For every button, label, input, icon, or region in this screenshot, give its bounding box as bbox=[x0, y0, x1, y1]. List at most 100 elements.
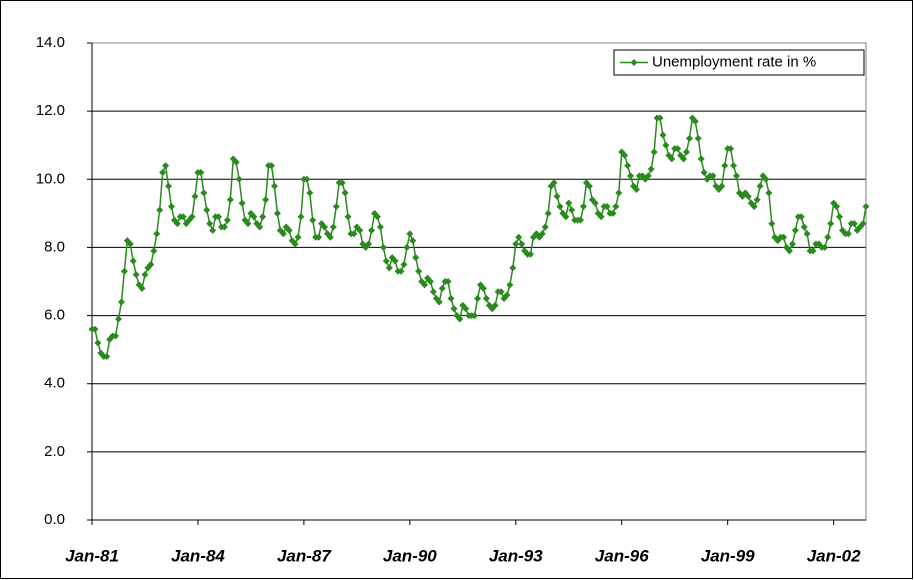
y-tick-label: 0.0 bbox=[44, 511, 65, 528]
data-marker bbox=[309, 216, 317, 224]
data-marker bbox=[120, 267, 128, 275]
data-marker bbox=[518, 240, 526, 248]
y-tick-label: 4.0 bbox=[44, 375, 65, 392]
data-marker bbox=[165, 182, 173, 190]
data-marker bbox=[450, 305, 458, 313]
data-marker bbox=[400, 260, 408, 268]
data-marker bbox=[179, 213, 187, 221]
data-marker bbox=[824, 233, 832, 241]
legend-marker bbox=[630, 59, 638, 66]
data-marker bbox=[326, 233, 334, 241]
y-tick-label: 6.0 bbox=[44, 307, 65, 324]
data-marker bbox=[506, 281, 514, 289]
data-marker bbox=[412, 254, 420, 262]
data-marker bbox=[512, 240, 520, 248]
data-marker bbox=[544, 209, 552, 217]
data-marker bbox=[114, 315, 122, 323]
data-marker bbox=[515, 233, 523, 241]
data-marker bbox=[603, 203, 611, 211]
data-marker bbox=[209, 226, 217, 234]
data-marker bbox=[197, 168, 205, 176]
data-marker bbox=[215, 213, 223, 221]
data-marker bbox=[788, 240, 796, 248]
data-marker bbox=[438, 284, 446, 292]
data-marker bbox=[368, 226, 376, 234]
data-marker bbox=[612, 203, 620, 211]
data-marker bbox=[270, 182, 278, 190]
data-marker bbox=[682, 148, 690, 156]
data-marker bbox=[694, 134, 702, 142]
data-marker bbox=[503, 291, 511, 299]
data-marker bbox=[415, 267, 423, 275]
data-marker bbox=[765, 189, 773, 197]
x-tick-label: Jan-84 bbox=[171, 546, 225, 565]
data-marker bbox=[553, 192, 561, 200]
data-marker bbox=[223, 216, 231, 224]
data-marker bbox=[167, 203, 175, 211]
data-marker bbox=[809, 247, 817, 255]
data-marker bbox=[597, 213, 605, 221]
data-marker bbox=[541, 223, 549, 231]
data-marker bbox=[341, 189, 349, 197]
data-marker bbox=[391, 257, 399, 265]
data-marker bbox=[479, 284, 487, 292]
data-marker bbox=[356, 226, 364, 234]
y-tick-label: 8.0 bbox=[44, 238, 65, 255]
data-marker bbox=[697, 155, 705, 163]
data-marker bbox=[279, 230, 287, 238]
data-marker bbox=[668, 155, 676, 163]
data-marker bbox=[294, 233, 302, 241]
data-marker bbox=[147, 260, 155, 268]
data-marker bbox=[471, 312, 479, 320]
data-marker bbox=[621, 151, 629, 159]
data-marker bbox=[285, 226, 293, 234]
data-marker bbox=[373, 213, 381, 221]
data-marker bbox=[609, 209, 617, 217]
data-marker bbox=[700, 168, 708, 176]
data-marker bbox=[562, 213, 570, 221]
data-marker bbox=[291, 240, 299, 248]
data-marker bbox=[126, 240, 134, 248]
data-marker bbox=[797, 213, 805, 221]
data-marker bbox=[662, 141, 670, 149]
data-marker bbox=[624, 162, 632, 170]
data-marker bbox=[627, 172, 635, 180]
data-marker bbox=[680, 155, 688, 163]
data-marker bbox=[435, 298, 443, 306]
data-marker bbox=[250, 213, 258, 221]
data-marker bbox=[262, 196, 270, 204]
data-marker bbox=[756, 182, 764, 190]
data-marker bbox=[836, 213, 844, 221]
data-marker bbox=[200, 189, 208, 197]
data-marker bbox=[800, 223, 808, 231]
data-marker bbox=[153, 230, 161, 238]
data-marker bbox=[273, 209, 281, 217]
data-marker bbox=[803, 230, 811, 238]
data-marker bbox=[538, 230, 546, 238]
y-tick-label: 10.0 bbox=[36, 170, 65, 187]
data-marker bbox=[94, 339, 102, 347]
data-marker bbox=[644, 172, 652, 180]
data-marker bbox=[577, 216, 585, 224]
data-marker bbox=[497, 288, 505, 296]
data-marker bbox=[426, 278, 434, 285]
data-marker bbox=[203, 206, 211, 214]
x-tick-label: Jan-87 bbox=[277, 546, 332, 565]
data-marker bbox=[691, 117, 699, 125]
data-marker bbox=[112, 332, 120, 340]
data-marker bbox=[138, 284, 146, 292]
data-marker bbox=[350, 230, 358, 238]
data-marker bbox=[103, 352, 111, 360]
data-marker bbox=[791, 226, 799, 234]
data-marker bbox=[862, 203, 870, 211]
data-marker bbox=[733, 172, 741, 180]
data-marker bbox=[132, 271, 140, 279]
data-marker bbox=[303, 175, 311, 183]
data-marker bbox=[159, 168, 167, 176]
data-marker bbox=[585, 182, 593, 190]
data-marker bbox=[256, 223, 264, 231]
data-marker bbox=[444, 278, 452, 285]
data-marker bbox=[338, 179, 346, 187]
data-marker bbox=[91, 325, 99, 333]
data-marker bbox=[482, 295, 490, 303]
